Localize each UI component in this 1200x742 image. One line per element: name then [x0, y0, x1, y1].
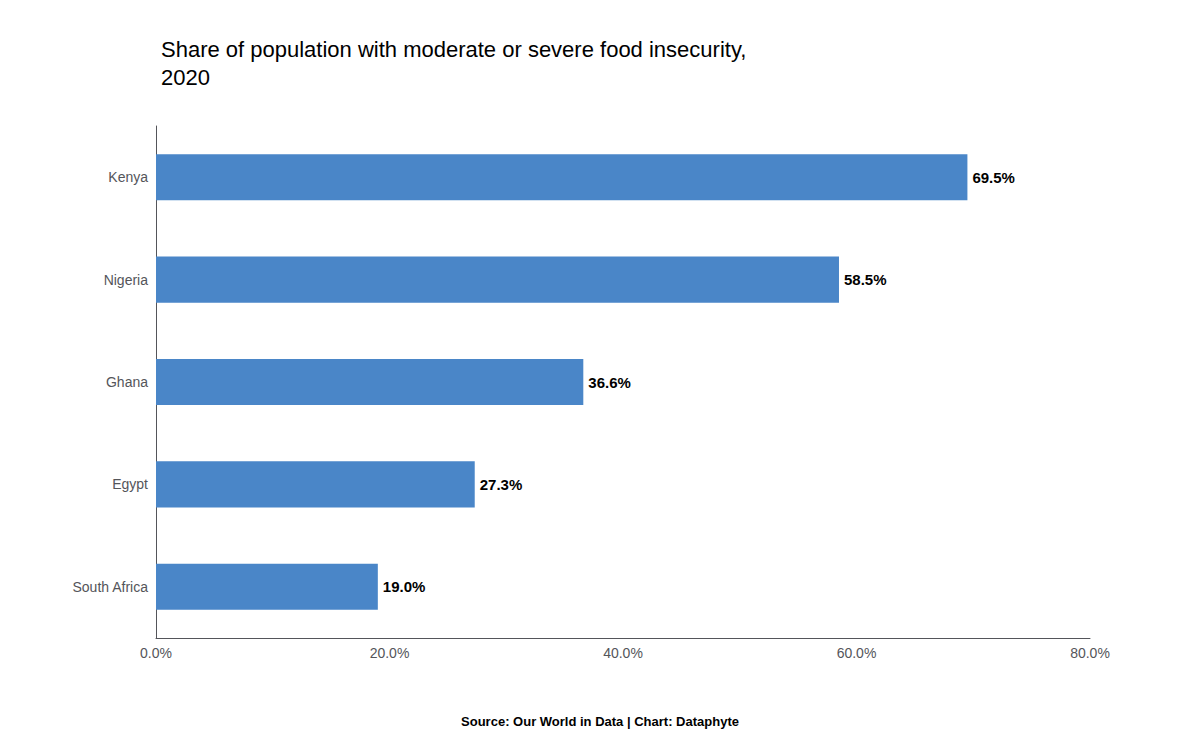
svg-text:Ghana: Ghana — [106, 374, 148, 390]
svg-text:80.0%: 80.0% — [1070, 645, 1110, 661]
svg-text:60.0%: 60.0% — [837, 645, 877, 661]
svg-text:40.0%: 40.0% — [603, 645, 643, 661]
svg-text:69.5%: 69.5% — [972, 169, 1015, 186]
svg-text:58.5%: 58.5% — [844, 271, 887, 288]
svg-text:27.3%: 27.3% — [480, 476, 523, 493]
svg-text:19.0%: 19.0% — [383, 578, 426, 595]
svg-text:36.6%: 36.6% — [588, 374, 631, 391]
svg-text:Egypt: Egypt — [112, 476, 148, 492]
svg-text:Share of population with moder: Share of population with moderate or sev… — [161, 37, 746, 62]
svg-text:South Africa: South Africa — [73, 579, 149, 595]
svg-text:Source: Our World in Data | Ch: Source: Our World in Data | Chart: Datap… — [461, 714, 739, 729]
svg-text:0.0%: 0.0% — [140, 645, 172, 661]
svg-text:2020: 2020 — [161, 65, 210, 90]
svg-text:20.0%: 20.0% — [370, 645, 410, 661]
svg-text:Nigeria: Nigeria — [104, 272, 149, 288]
svg-text:Kenya: Kenya — [108, 169, 148, 185]
